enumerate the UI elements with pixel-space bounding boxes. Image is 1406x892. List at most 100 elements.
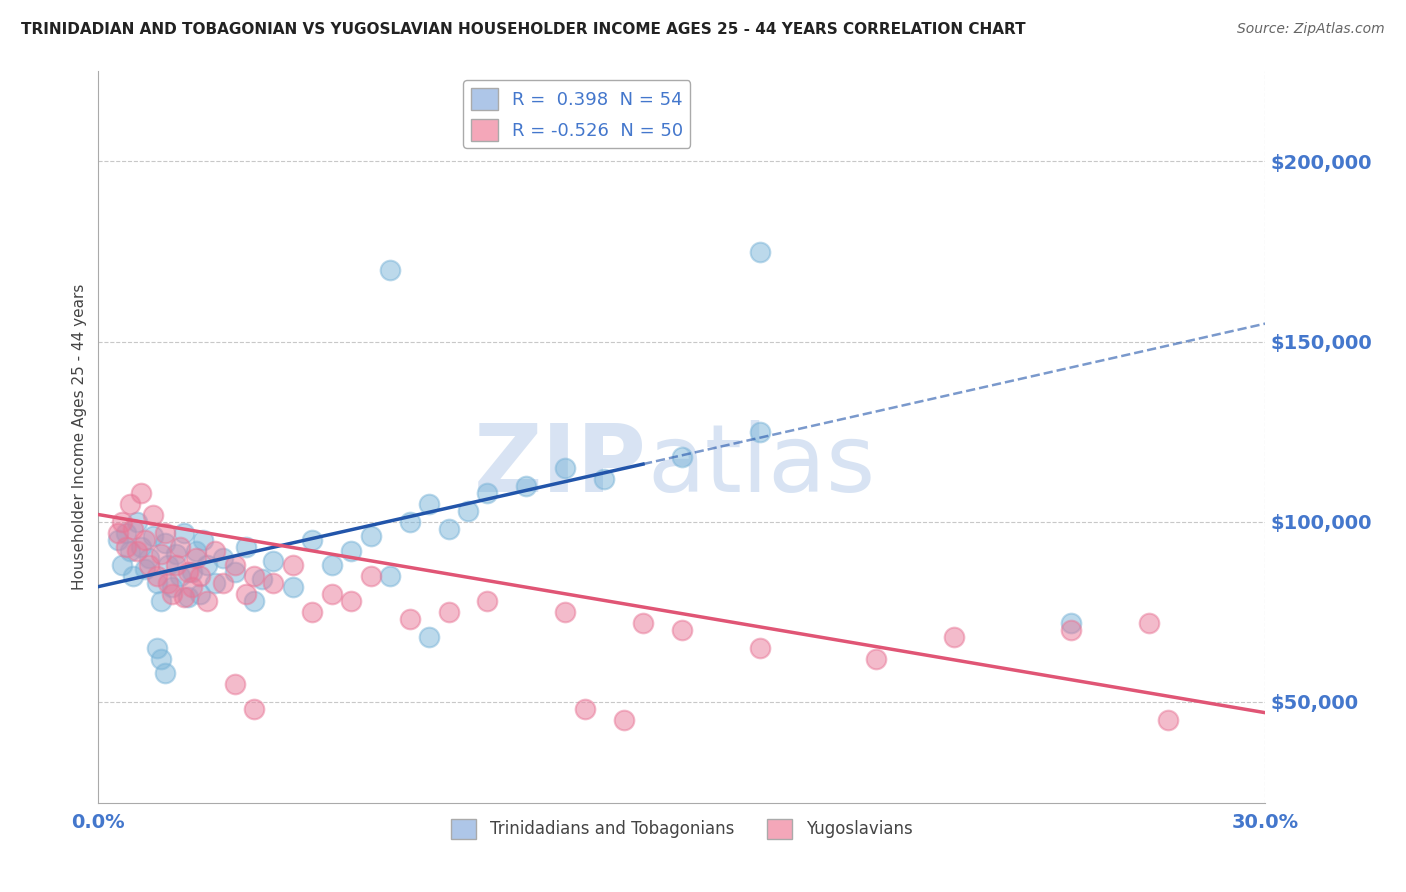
Point: [321, 587, 343, 601]
Point: [281, 558, 304, 572]
Point: [149, 594, 172, 608]
Point: [477, 594, 499, 608]
Point: [162, 587, 184, 601]
Point: [340, 543, 363, 558]
Point: [118, 497, 141, 511]
Text: ZIP: ZIP: [474, 420, 647, 512]
Point: [380, 262, 402, 277]
Point: [107, 533, 129, 547]
Point: [340, 594, 363, 608]
Point: [149, 547, 172, 561]
Point: [127, 515, 149, 529]
Point: [1060, 623, 1083, 637]
Point: [243, 594, 266, 608]
Point: [457, 504, 479, 518]
Point: [184, 543, 207, 558]
Point: [235, 587, 257, 601]
Point: [262, 576, 284, 591]
Point: [235, 540, 257, 554]
Point: [157, 576, 180, 591]
Point: [360, 569, 382, 583]
Point: [262, 554, 284, 568]
Point: [138, 550, 160, 565]
Point: [243, 702, 266, 716]
Point: [146, 576, 169, 591]
Point: [281, 580, 304, 594]
Point: [554, 460, 576, 475]
Point: [122, 569, 145, 583]
Point: [165, 558, 187, 572]
Point: [114, 540, 136, 554]
Point: [748, 244, 770, 259]
Point: [153, 536, 176, 550]
Point: [180, 580, 202, 594]
Point: [111, 558, 134, 572]
Y-axis label: Householder Income Ages 25 - 44 years: Householder Income Ages 25 - 44 years: [72, 284, 87, 591]
Point: [574, 702, 596, 716]
Point: [118, 543, 141, 558]
Point: [165, 547, 187, 561]
Point: [127, 543, 149, 558]
Point: [301, 533, 323, 547]
Point: [188, 569, 211, 583]
Point: [418, 630, 440, 644]
Point: [671, 450, 693, 464]
Point: [153, 525, 176, 540]
Point: [177, 565, 200, 579]
Point: [114, 525, 136, 540]
Point: [146, 640, 169, 655]
Point: [173, 525, 195, 540]
Point: [418, 497, 440, 511]
Point: [224, 558, 246, 572]
Point: [593, 471, 616, 485]
Point: [398, 612, 420, 626]
Text: atlas: atlas: [647, 420, 875, 512]
Point: [129, 540, 152, 554]
Point: [142, 529, 165, 543]
Point: [134, 533, 156, 547]
Point: [138, 558, 160, 572]
Point: [321, 558, 343, 572]
Point: [193, 533, 215, 547]
Legend: Trinidadians and Tobagonians, Yugoslavians: Trinidadians and Tobagonians, Yugoslavia…: [444, 812, 920, 846]
Point: [398, 515, 420, 529]
Point: [149, 651, 172, 665]
Point: [204, 576, 226, 591]
Point: [111, 515, 134, 529]
Text: Source: ZipAtlas.com: Source: ZipAtlas.com: [1237, 22, 1385, 37]
Point: [157, 558, 180, 572]
Point: [195, 558, 218, 572]
Point: [380, 569, 402, 583]
Point: [180, 565, 202, 579]
Point: [631, 615, 654, 630]
Point: [184, 550, 207, 565]
Point: [169, 569, 191, 583]
Point: [224, 565, 246, 579]
Point: [1060, 615, 1083, 630]
Point: [153, 666, 176, 681]
Text: TRINIDADIAN AND TOBAGONIAN VS YUGOSLAVIAN HOUSEHOLDER INCOME AGES 25 - 44 YEARS : TRINIDADIAN AND TOBAGONIAN VS YUGOSLAVIA…: [21, 22, 1026, 37]
Point: [146, 569, 169, 583]
Point: [162, 580, 184, 594]
Point: [554, 605, 576, 619]
Point: [188, 587, 211, 601]
Point: [671, 623, 693, 637]
Point: [515, 479, 537, 493]
Point: [748, 640, 770, 655]
Point: [250, 573, 273, 587]
Point: [437, 522, 460, 536]
Point: [437, 605, 460, 619]
Point: [169, 540, 191, 554]
Point: [943, 630, 966, 644]
Point: [212, 576, 235, 591]
Point: [360, 529, 382, 543]
Point: [177, 591, 200, 605]
Point: [477, 486, 499, 500]
Point: [134, 561, 156, 575]
Point: [243, 569, 266, 583]
Point: [173, 591, 195, 605]
Point: [142, 508, 165, 522]
Point: [301, 605, 323, 619]
Point: [224, 677, 246, 691]
Point: [1137, 615, 1160, 630]
